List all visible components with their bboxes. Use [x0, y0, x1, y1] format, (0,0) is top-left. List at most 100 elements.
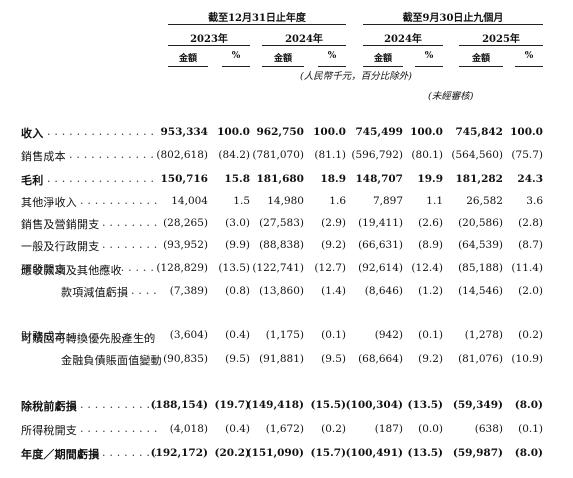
column-rule: [415, 66, 443, 67]
percent-cell: (12.7): [314, 262, 346, 274]
year-header: 2024年: [285, 34, 323, 45]
amount-cell: (59,349): [452, 399, 503, 411]
period-header-year-end: 截至12月31日止年度: [208, 13, 306, 24]
amount-cell: (149,418): [246, 399, 304, 411]
percent-cell: (15.7): [310, 447, 346, 459]
year-rule: [168, 45, 250, 46]
amount-cell: (66,631): [358, 239, 403, 251]
percent-cell: (0.2): [518, 329, 543, 341]
leader-dots: . . . . . . . . . . . . . . . . . . . . …: [102, 238, 158, 251]
amount-cell: 7,897: [372, 195, 403, 207]
percent-cell: (2.8): [518, 217, 543, 229]
amount-cell: 148,707: [355, 173, 404, 185]
amount-cell: (92,614): [358, 262, 403, 274]
amount-cell: (88,838): [259, 239, 304, 251]
row-label: 銷售及營銷開支: [21, 218, 100, 231]
unit-note: (人民幣千元，百分比除外): [300, 71, 412, 82]
percent-cell: 15.8: [224, 173, 250, 185]
year-header: 2023年: [190, 34, 228, 45]
row-label-continued: 款項減值虧損: [61, 286, 129, 299]
percent-cell: (8.0): [514, 447, 543, 459]
percent-cell: (0.4): [225, 423, 250, 435]
amount-cell: (122,741): [252, 262, 304, 274]
percent-cell: (80.1): [411, 149, 443, 161]
percent-cell: (3.0): [225, 217, 250, 229]
amount-cell: (13,860): [259, 285, 304, 297]
amount-cell: (85,188): [458, 262, 503, 274]
percent-header: %: [524, 51, 534, 61]
row-label: 所得稅開支: [21, 424, 77, 437]
percent-cell: (11.4): [511, 262, 543, 274]
amount-cell: (564,560): [451, 149, 503, 161]
row-label: 其他淨收入: [21, 196, 77, 209]
amount-header: 金額: [373, 54, 392, 64]
amount-cell: (7,389): [169, 285, 208, 297]
amount-cell: 181,282: [455, 173, 504, 185]
amount-header: 金額: [178, 54, 197, 64]
percent-cell: (0.4): [225, 329, 250, 341]
percent-cell: (1.2): [418, 285, 443, 297]
amount-cell: 953,334: [160, 126, 209, 138]
percent-cell: (0.0): [418, 423, 443, 435]
amount-cell: 14,004: [171, 195, 208, 207]
percent-cell: 1.5: [233, 195, 250, 207]
percent-cell: 3.6: [526, 195, 543, 207]
percent-cell: (0.1): [321, 329, 346, 341]
percent-cell: 19.9: [417, 173, 443, 185]
percent-cell: (13.5): [407, 399, 443, 411]
percent-cell: (2.9): [321, 217, 346, 229]
percent-cell: 1.6: [329, 195, 346, 207]
year-rule: [363, 45, 443, 46]
percent-cell: (9.5): [321, 353, 346, 365]
percent-cell: (0.2): [321, 423, 346, 435]
percent-cell: (2.0): [518, 285, 543, 297]
leader-dots: . . . . . . . . . . . . . . . . . . . . …: [102, 216, 158, 229]
percent-cell: (13.5): [218, 262, 250, 274]
percent-cell: (20.2): [214, 447, 250, 459]
leader-dots: . . . . . . . . . . . . . . . . . . . . …: [80, 194, 158, 207]
amount-cell: 745,842: [455, 126, 504, 138]
amount-cell: (1,175): [265, 329, 304, 341]
amount-cell: (64,539): [458, 239, 503, 251]
percent-cell: 18.9: [320, 173, 346, 185]
amount-cell: (151,090): [246, 447, 304, 459]
amount-cell: (68,664): [358, 353, 403, 365]
percent-header: %: [231, 51, 241, 61]
column-rule: [222, 66, 250, 67]
amount-cell: (93,952): [163, 239, 208, 251]
percent-cell: 24.3: [517, 173, 543, 185]
row-label: 應收款項及其他應收: [21, 264, 122, 277]
amount-cell: (638): [474, 423, 503, 435]
column-rule: [515, 66, 543, 67]
percent-cell: (13.5): [407, 447, 443, 459]
amount-cell: (8,646): [364, 285, 403, 297]
percent-cell: (0.1): [418, 329, 443, 341]
row-label: 一般及行政開支: [21, 240, 100, 253]
amount-cell: 181,680: [256, 173, 305, 185]
amount-cell: (128,829): [156, 262, 208, 274]
row-label: 收入: [21, 127, 44, 140]
amount-cell: (19,411): [358, 217, 403, 229]
percent-cell: (9.2): [321, 239, 346, 251]
amount-cell: (91,881): [259, 353, 304, 365]
row-label: 可贖回可轉換優先股產生的: [21, 332, 156, 345]
percent-header: %: [327, 51, 337, 61]
amount-cell: (100,491): [345, 447, 403, 459]
leader-dots: . . . . . . . . . . . . . . . . . . . . …: [69, 261, 158, 274]
amount-cell: 14,980: [267, 195, 304, 207]
amount-cell: (27,583): [259, 217, 304, 229]
amount-cell: 962,750: [256, 126, 305, 138]
amount-cell: (942): [374, 329, 403, 341]
row-label-continued: 金融負債賬面值變動: [61, 354, 162, 367]
leader-dots: . . . . . . . . . . . . . . . . . . . . …: [131, 284, 158, 297]
row-label: 研發開支: [21, 263, 66, 276]
amount-cell: (781,070): [252, 149, 304, 161]
row-label: 年度／期間虧損: [21, 448, 100, 461]
leader-dots: . . . . . . . . . . . . . . . . . . . . …: [102, 446, 158, 459]
header-rule: [363, 24, 543, 25]
period-header-nine-months: 截至9月30日止九個月: [402, 13, 504, 24]
leader-dots: . . . . . . . . . . . . . . . . . . . . …: [69, 328, 158, 341]
amount-cell: (192,172): [150, 447, 208, 459]
leader-dots: . . . . . . . . . . . . . . . . . . . . …: [80, 422, 158, 435]
percent-header: %: [424, 51, 434, 61]
